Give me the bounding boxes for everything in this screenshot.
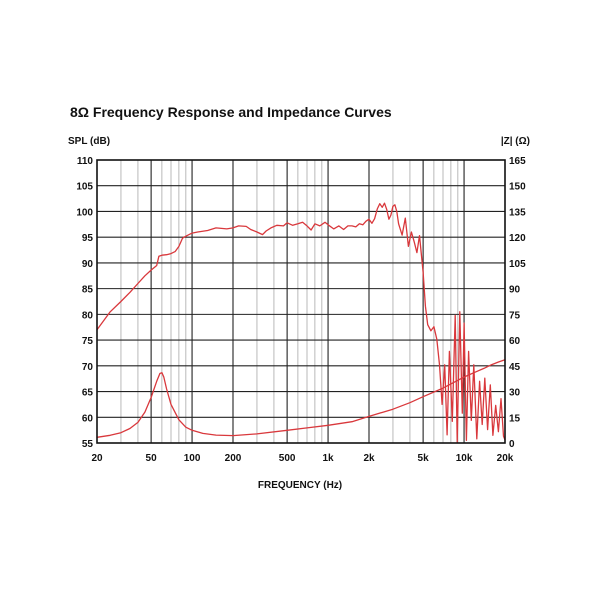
- y-left-tick-label: 90: [82, 259, 94, 270]
- y-axis-left-title: SPL (dB): [68, 136, 110, 147]
- impedance-curve: [96, 359, 506, 438]
- x-tick-label: 5k: [418, 453, 430, 464]
- x-tick-label: 20: [91, 453, 103, 464]
- y-right-tick-label: 165: [509, 156, 526, 167]
- x-tick-label: 10k: [456, 453, 473, 464]
- y-right-tick-label: 90: [509, 285, 521, 296]
- y-right-tick-label: 105: [509, 259, 526, 270]
- data-series: [96, 202, 506, 443]
- y-right-tick-label: 150: [509, 182, 526, 193]
- y-left-tick-label: 60: [82, 413, 94, 424]
- y-left-tick-label: 80: [82, 310, 94, 321]
- y-left-tick-label: 85: [82, 285, 94, 296]
- y-right-tick-label: 60: [509, 336, 521, 347]
- y-right-tick-label: 120: [509, 233, 526, 244]
- x-tick-label: 2k: [363, 453, 375, 464]
- y-left-tick-label: 65: [82, 388, 94, 399]
- y-right-tick-label: 135: [509, 207, 526, 218]
- y-axis-right-title: |Z| (Ω): [501, 136, 530, 147]
- chart-title: 8Ω Frequency Response and Impedance Curv…: [70, 104, 392, 120]
- y-left-tick-label: 55: [82, 439, 94, 450]
- y-left-tick-label: 100: [76, 207, 93, 218]
- y-left-tick-label: 110: [77, 156, 94, 167]
- plot-frame: [96, 159, 506, 444]
- y-left-tick-label: 75: [82, 336, 94, 347]
- x-tick-label: 20k: [497, 453, 514, 464]
- y-right-tick-label: 30: [509, 388, 521, 399]
- y-right-tick-label: 45: [509, 362, 521, 373]
- x-tick-label: 500: [279, 453, 296, 464]
- x-tick-label: 1k: [322, 453, 334, 464]
- major-gridlines: [97, 160, 505, 443]
- x-tick-label: 50: [146, 453, 158, 464]
- y-right-tick-label: 75: [509, 310, 521, 321]
- x-tick-label: 200: [225, 453, 242, 464]
- y-left-tick-label: 95: [82, 233, 94, 244]
- y-right-tick-label: 15: [509, 413, 521, 424]
- y-left-tick-label: 70: [82, 362, 94, 373]
- spl-curve: [96, 202, 506, 443]
- tick-labels: 20 50 100 200 500 1k 2k 5k 10k 20k 110 105 100 95 90 85…: [76, 156, 526, 464]
- y-right-tick-label: 0: [509, 439, 515, 450]
- x-axis-title: FREQUENCY (Hz): [258, 480, 342, 491]
- minor-gridlines: [120, 160, 459, 443]
- x-tick-label: 100: [184, 453, 201, 464]
- y-left-tick-label: 105: [76, 182, 93, 193]
